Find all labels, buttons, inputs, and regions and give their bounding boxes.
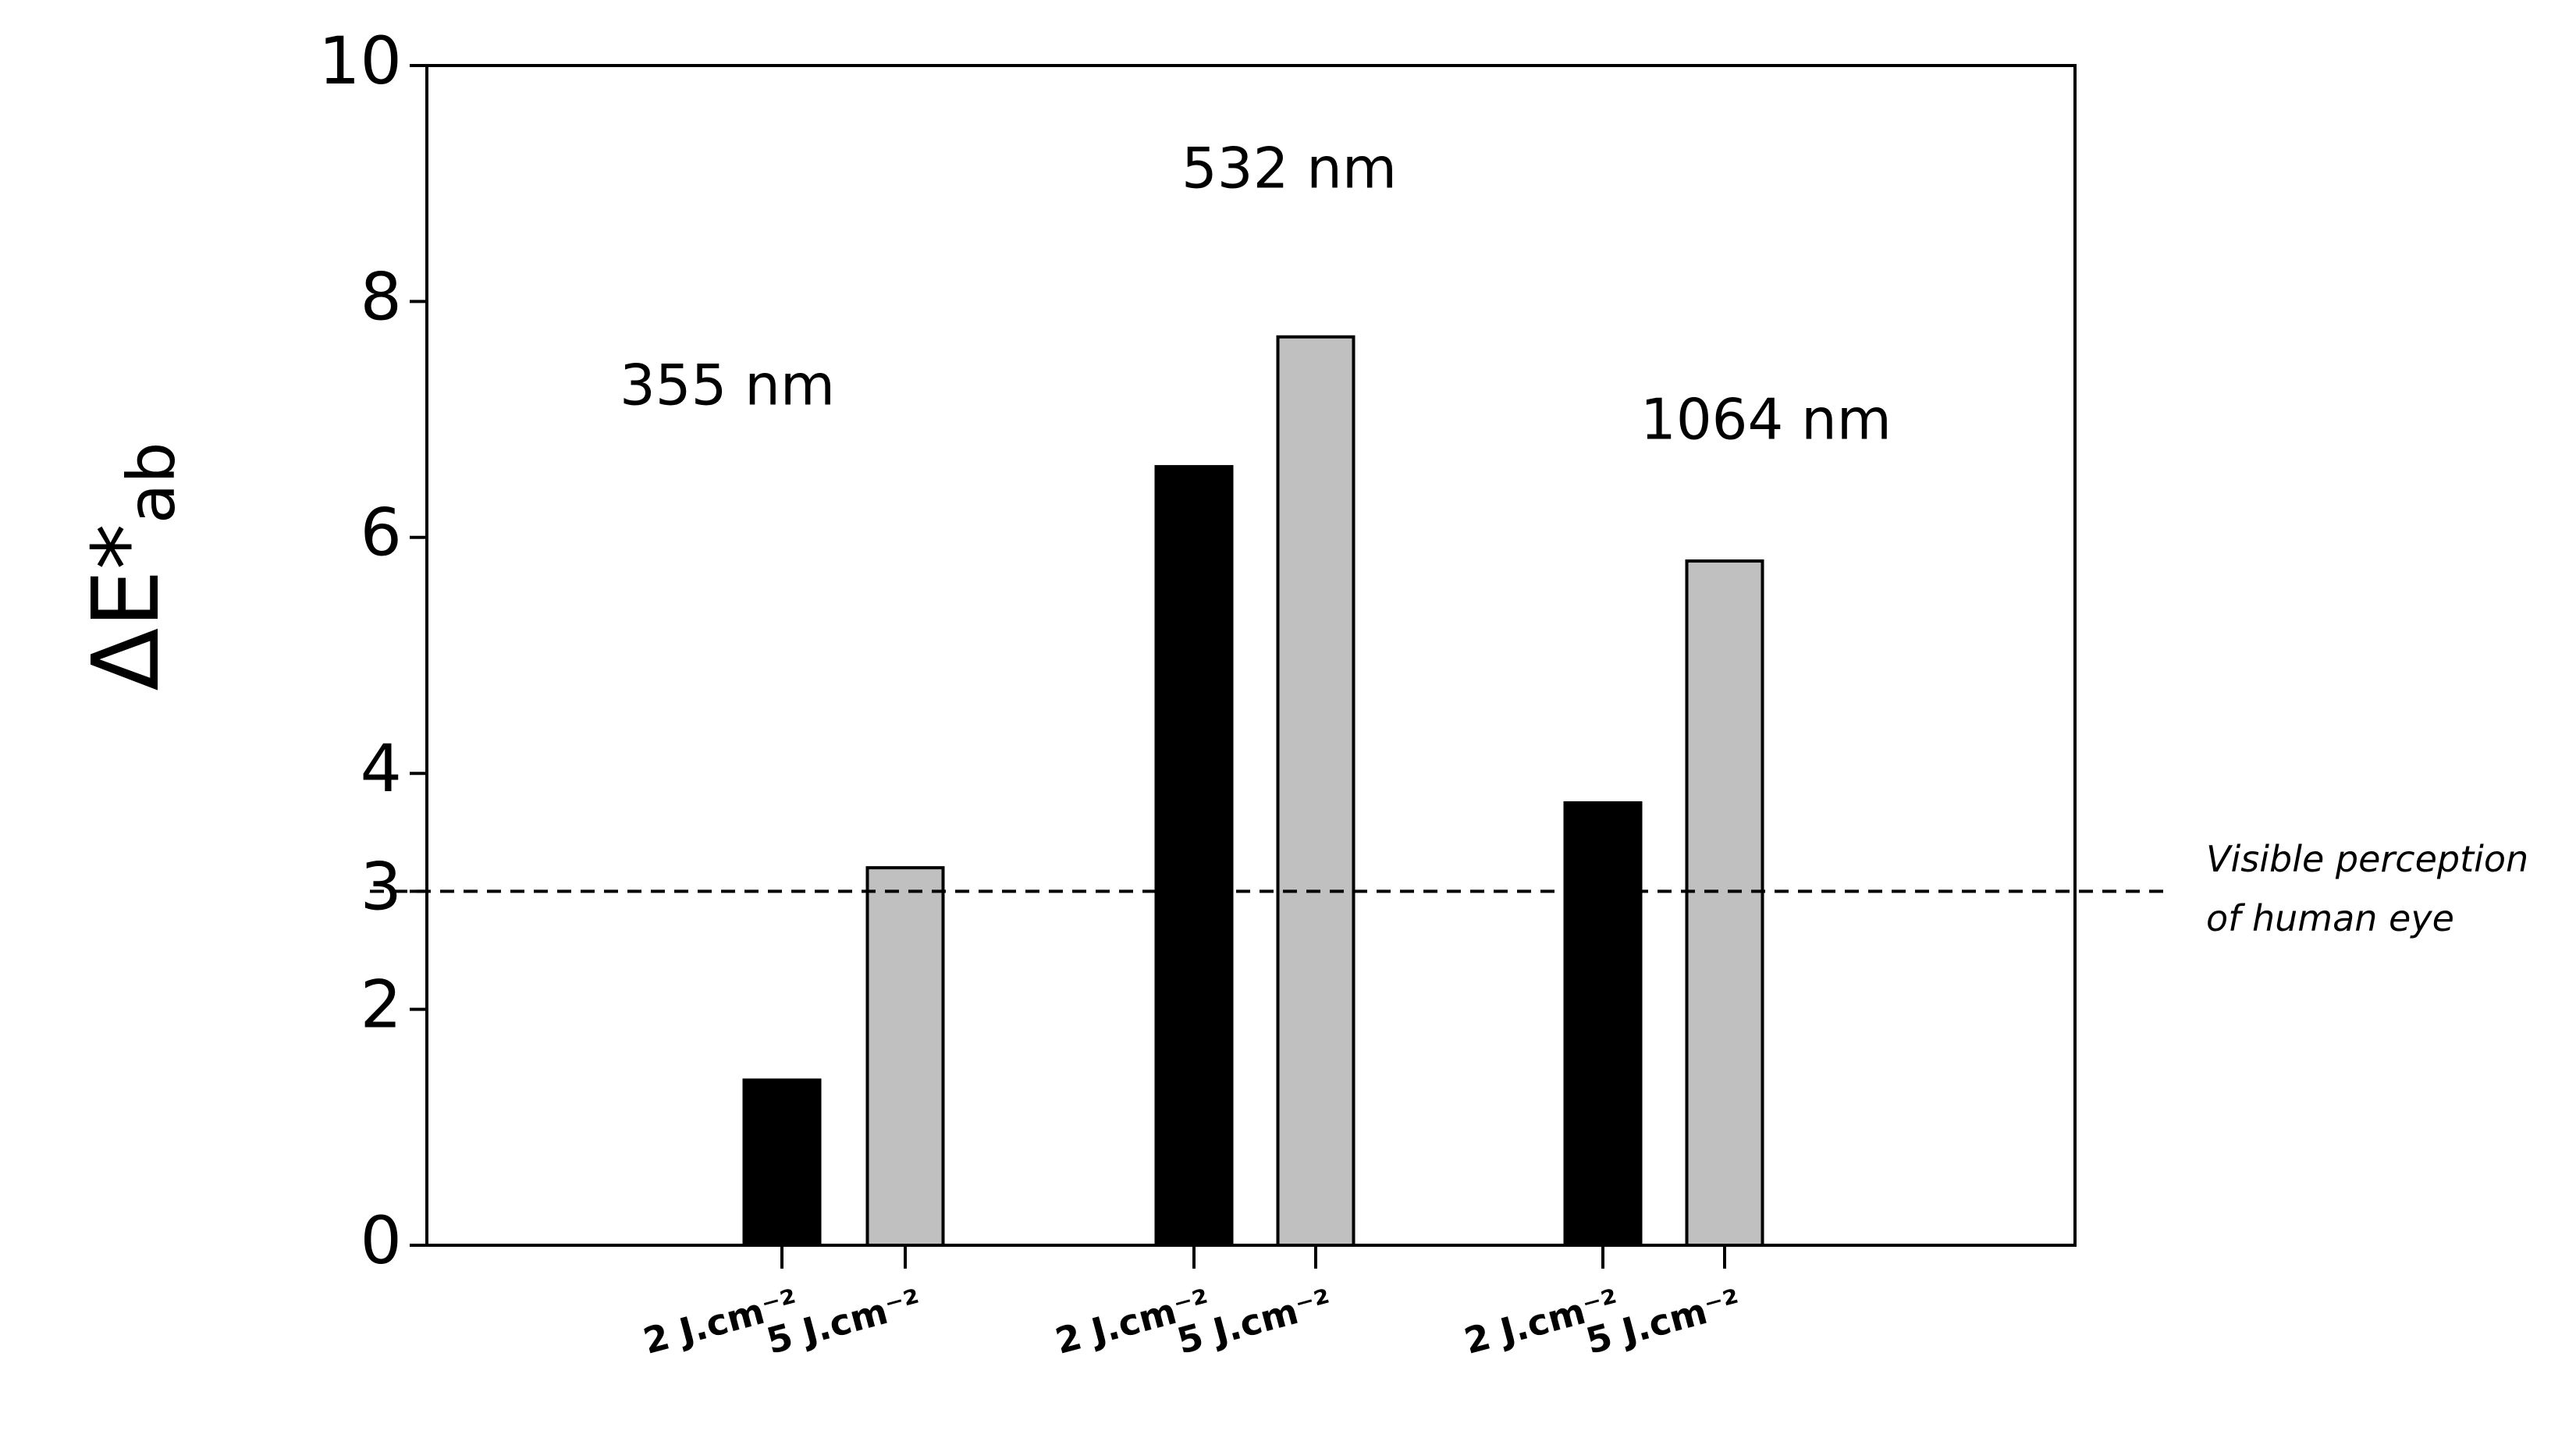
y-axis-label-sub: ab [113, 442, 190, 524]
bar [1276, 335, 1356, 1247]
y-tick-label: 6 [361, 495, 402, 571]
bar [1154, 465, 1234, 1247]
y-tick-label: 4 [361, 730, 402, 807]
group-label: 532 nm [1181, 136, 1397, 201]
bar [1685, 559, 1764, 1247]
y-tick-label: 10 [318, 23, 402, 99]
reference-label: Visible perception [2206, 838, 2528, 880]
y-axis-label-main: ΔE* [72, 524, 179, 690]
plot-frame [425, 64, 2077, 1247]
y-tick-label: 0 [361, 1202, 402, 1279]
y-axis-label: ΔE*ab [72, 442, 190, 690]
bar [1563, 801, 1643, 1247]
y-tick-label: 3 [361, 848, 402, 925]
bar [742, 1078, 822, 1247]
group-label: 355 nm [620, 353, 835, 418]
group-label: 1064 nm [1640, 387, 1892, 453]
reference-label: of human eye [2206, 897, 2454, 939]
y-tick-label: 2 [361, 967, 402, 1043]
bar [865, 866, 945, 1248]
y-tick-label: 8 [361, 258, 402, 335]
